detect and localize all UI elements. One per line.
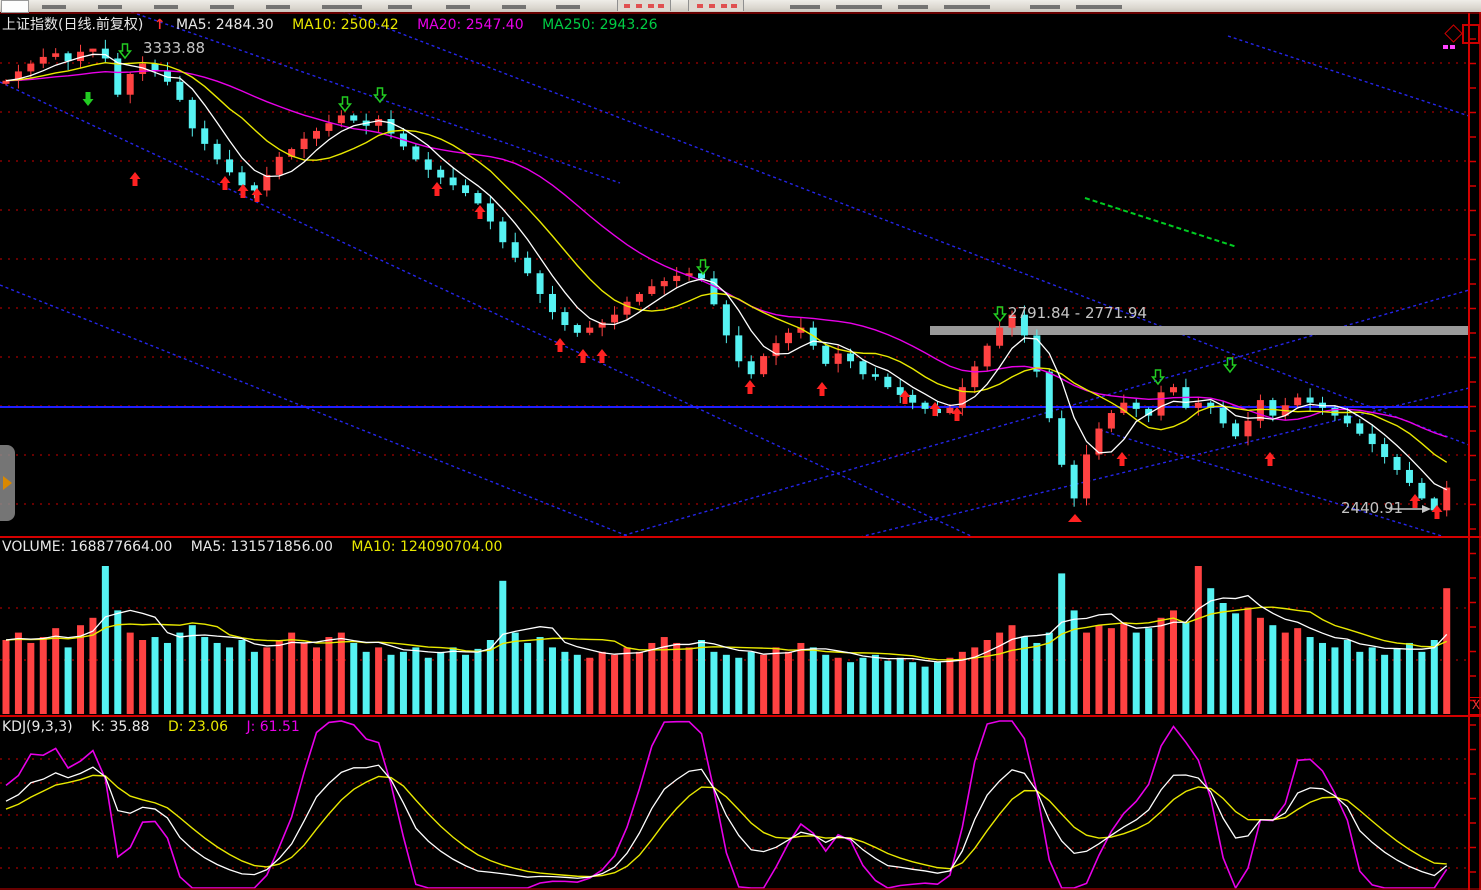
- toolbar-fragment: [944, 5, 990, 9]
- recent-low-label: 2440.91: [1341, 499, 1404, 517]
- window-layout-icon[interactable]: [1462, 24, 1480, 44]
- toolbar-quote-button[interactable]: [688, 0, 744, 11]
- toolbar-fragment: [42, 5, 66, 9]
- ma-lines: [5, 53, 1448, 491]
- gap-zone-label: 2791.84 - 2771.94: [1008, 304, 1148, 322]
- expand-arrow-icon: [3, 476, 12, 490]
- toolbar-fragment: [322, 5, 362, 9]
- toolbar-logo-box[interactable]: [1, 0, 29, 13]
- toolbar-fragment: [98, 5, 122, 9]
- toolbar-fragment: [154, 5, 178, 9]
- ma250-value: MA250: 2943.26: [542, 17, 658, 33]
- chart-title: 上证指数(日线.前复权): [2, 17, 144, 33]
- ma20-value: MA20: 2547.40: [417, 17, 524, 33]
- axis-ticks: [1469, 38, 1476, 873]
- volume-ma-lines: [5, 594, 1448, 663]
- toolbar-fragment: [210, 5, 234, 9]
- volume-ma5-value: MA5: 131571856.00: [190, 539, 333, 555]
- toolbar-fragment: [790, 5, 820, 9]
- signal-markers: [82, 43, 1443, 522]
- toolbar-fragment: [446, 5, 470, 9]
- volume-panel-header: VOLUME: 168877664.00 MA5: 131571856.00 M…: [2, 539, 516, 555]
- toolbar-fragment: [556, 5, 580, 9]
- trend-up-icon: ↑: [153, 17, 166, 33]
- ma250-line: [1084, 197, 1238, 248]
- toolbar-fragment: [502, 5, 526, 9]
- peak-price-label: 3333.88: [143, 39, 206, 57]
- toolbar-fragment: [388, 5, 412, 9]
- volume-value: VOLUME: 168877664.00: [2, 539, 173, 555]
- ma5-value: MA5: 2484.30: [176, 17, 274, 33]
- magenta-marker-dot: [1443, 45, 1448, 49]
- main-chart-header: 上证指数(日线.前复权) ↑ MA5: 2484.30 MA10: 2500.4…: [2, 14, 672, 34]
- gap-band: [930, 326, 1469, 335]
- kdj-params: KDJ(9,3,3): [2, 719, 73, 735]
- volume-ma10-value: MA10: 124090704.00: [351, 539, 503, 555]
- toolbar-clipped: [0, 0, 1481, 13]
- kdj-d-value: D: 23.06: [167, 719, 229, 735]
- toolbar-fragment: [1030, 5, 1060, 9]
- volume-panel-close-button[interactable]: X: [1469, 697, 1481, 715]
- toolbar-fragment: [836, 5, 882, 9]
- ma10-value: MA10: 2500.42: [292, 17, 399, 33]
- kdj-k-value: K: 35.88: [91, 719, 150, 735]
- toolbar-fragment: [266, 5, 290, 9]
- kdj-lines: [5, 720, 1448, 890]
- candles: [2, 39, 1451, 517]
- volume-bars: [2, 566, 1451, 714]
- panel-expand-tab[interactable]: [0, 445, 15, 521]
- toolbar-index-button[interactable]: [617, 0, 671, 11]
- toolbar-fragment: [1076, 5, 1122, 9]
- magenta-marker-dot: [1450, 45, 1455, 49]
- kdj-j-value: J: 61.51: [246, 719, 300, 735]
- toolbar-fragment: [898, 5, 928, 9]
- kdj-panel-header: KDJ(9,3,3) K: 35.88 D: 23.06 J: 61.51: [2, 719, 314, 735]
